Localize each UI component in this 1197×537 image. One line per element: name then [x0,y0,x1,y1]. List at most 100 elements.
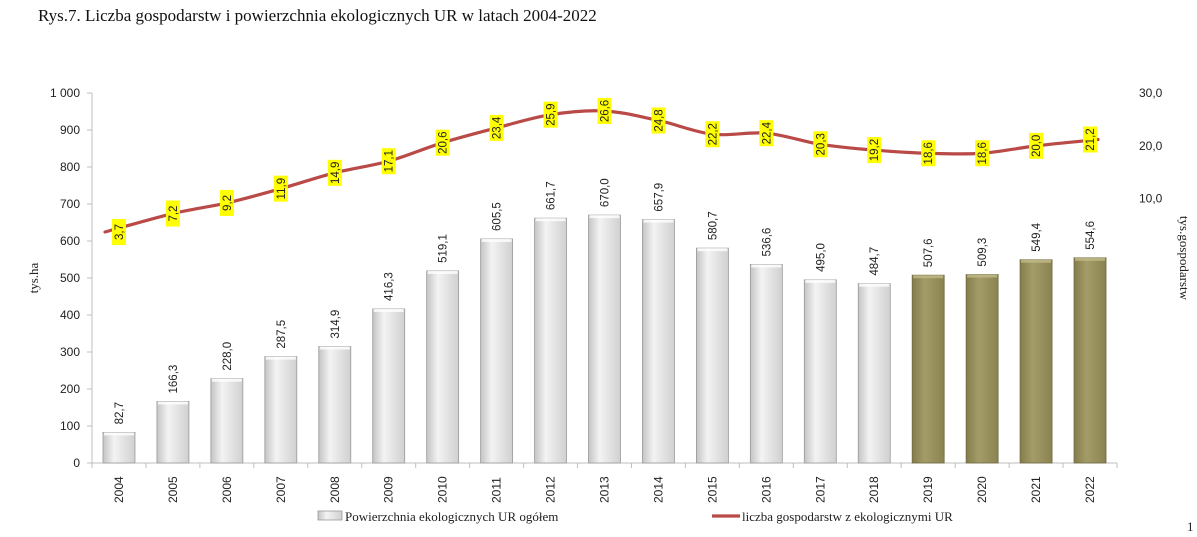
y2-tick-label: 30,0 [1139,86,1163,100]
x-tick-label: 2022 [1083,476,1097,503]
bar [1073,257,1107,464]
bar [156,401,190,464]
bar [1019,259,1053,464]
line-label-background [867,137,882,164]
line-value-label: 25,9 [546,103,558,125]
bar-value-label: 484,7 [869,247,881,276]
bar-top-highlight [805,279,836,283]
bar [695,247,729,464]
line-value-label: 11,9 [276,178,288,200]
x-tick-label: 2016 [759,476,773,503]
bar-value-label: 657,9 [653,183,665,212]
y-tick-label: 400 [60,308,80,322]
bar-value-label: 605,5 [492,202,504,231]
y-tick-label: 800 [60,160,80,174]
line-value-label: 17,1 [384,150,396,172]
y2-tick-label: 20,0 [1139,139,1163,153]
bar [803,279,837,464]
y-tick-label: 200 [60,382,80,396]
x-tick-label: 2018 [867,476,881,503]
y-tick-label: 300 [60,345,80,359]
x-tick-label: 2008 [328,476,342,503]
line-label-background [597,97,612,124]
bar-value-label: 166,3 [168,365,180,394]
bar-top-highlight [913,275,944,279]
bar-value-label: 509,3 [977,238,989,267]
line-value-label: 26,6 [600,100,612,122]
line-label-background [1083,126,1098,153]
bar-top-highlight [859,283,890,287]
line-value-label: 22,2 [707,123,719,145]
bar [911,274,945,464]
x-tick-label: 2017 [813,476,827,503]
bar-value-label: 495,0 [815,243,827,272]
line-value-label: 24,8 [653,109,665,131]
x-tick-label: 2014 [651,476,665,503]
y-tick-label: 600 [60,234,80,248]
line-label-background [165,200,180,227]
bar-top-highlight [751,264,782,268]
bar-value-label: 661,7 [546,181,558,210]
line-value-label: 21,2 [1085,128,1097,150]
axes: 0 100 200 300 400 500 600 700 800 900 1 000 10,0 20,… [26,86,1192,503]
line-label-background [489,114,504,141]
bar-top-highlight [643,219,674,223]
line-value-label: 18,6 [977,142,989,164]
line-value-label: 19,2 [869,139,881,161]
y-tick-label: 0 [73,456,80,470]
bar-top-highlight [211,378,242,382]
bar-top-highlight [589,215,620,219]
bar-top-highlight [265,356,296,360]
line-value-label: 22,4 [761,121,773,144]
line-value-label: 9,2 [222,195,234,211]
bar [588,214,621,464]
bar [372,308,406,464]
bar-top-highlight [535,218,566,222]
line-label-background [435,129,450,156]
bar [480,238,514,464]
x-tick-label: 2007 [274,476,288,503]
line-label-background [975,140,990,167]
bar [102,432,136,464]
x-tick-label: 2015 [705,476,719,503]
x-tick-label: 2010 [436,476,450,503]
line-value-label: 7,2 [168,206,180,222]
x-tick-label: 2005 [166,476,180,503]
line-label-background [759,120,774,147]
page-number: 1 [1187,519,1194,534]
y-tick-label: 700 [60,197,80,211]
line-label-background [651,107,666,134]
y-tick-label: 100 [60,419,80,433]
bar-top-highlight [319,346,350,350]
chart-title: Rys.7. Liczba gospodarstw i powierzchnia… [38,6,597,25]
y2-tick-label: 10,0 [1139,192,1163,206]
x-tick-label: 2006 [220,476,234,503]
bar [965,274,999,464]
bar-top-highlight [1075,257,1106,261]
legend-label-bars: Powierzchnia ekologicznych UR ogółem [345,509,558,524]
bar-top-highlight [157,401,188,405]
bar-top-highlight [1021,259,1052,263]
line-label-background [273,175,288,202]
bar-top-highlight [427,270,458,274]
y-axis-title: tys.ha [26,262,41,293]
bar-value-label: 670,0 [600,178,612,207]
bar-top-highlight [697,248,728,252]
bar [210,378,244,464]
bar-top-highlight [373,308,404,312]
y-tick-label: 1 000 [50,86,80,100]
bar [749,264,783,464]
bar [318,346,352,464]
x-tick-label: 2020 [975,476,989,503]
line-value-label: 14,9 [330,162,342,184]
x-tick-label: 2019 [921,476,935,503]
line-value-label: 18,6 [923,142,935,164]
bar-value-label: 287,5 [276,320,288,349]
line-value-label: 20,3 [815,133,827,155]
bar-value-label: 580,7 [707,211,719,240]
x-tick-label: 2004 [112,476,126,503]
data-labels: 82,7 166,3 228,0 287,5 314,9 416,3 519,1 605,5 6… [111,97,1098,424]
line-label-background [921,140,936,167]
bar-value-label: 549,4 [1031,222,1043,251]
line-label-background [219,189,234,216]
